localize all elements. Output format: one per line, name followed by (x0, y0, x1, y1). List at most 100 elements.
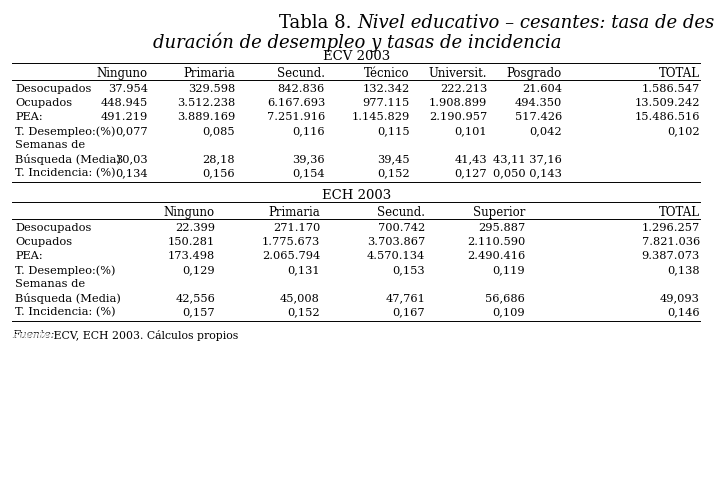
Text: 222.213: 222.213 (440, 84, 487, 94)
Text: 0,156: 0,156 (202, 168, 235, 178)
Text: Primaria: Primaria (268, 205, 320, 219)
Text: ECH 2003: ECH 2003 (323, 189, 391, 202)
Text: Fuente: ECV, ECH 2003. Cálculos propios: Fuente: ECV, ECH 2003. Cálculos propios (12, 329, 243, 340)
Text: 0,042: 0,042 (529, 126, 562, 136)
Text: Búsqueda (Media): Búsqueda (Media) (15, 292, 121, 304)
Text: 0,167: 0,167 (393, 306, 425, 316)
Text: 13.509.242: 13.509.242 (635, 98, 700, 108)
Text: 2.065.794: 2.065.794 (262, 250, 320, 261)
Text: PEA:: PEA: (15, 250, 43, 261)
Text: 37.954: 37.954 (108, 84, 148, 94)
Text: 56,686: 56,686 (485, 292, 525, 303)
Text: 1.908.899: 1.908.899 (428, 98, 487, 108)
Text: 0,119: 0,119 (493, 264, 525, 274)
Text: 0,131: 0,131 (287, 264, 320, 274)
Text: 0,157: 0,157 (182, 306, 215, 316)
Text: 1.296.257: 1.296.257 (642, 223, 700, 232)
Text: 3.703.867: 3.703.867 (367, 237, 425, 246)
Text: Desocupados: Desocupados (15, 84, 91, 94)
Text: 173.498: 173.498 (168, 250, 215, 261)
Text: Búsqueda (Media): Búsqueda (Media) (15, 154, 121, 164)
Text: 0,146: 0,146 (668, 306, 700, 316)
Text: 491.219: 491.219 (101, 112, 148, 122)
Text: 0,134: 0,134 (116, 168, 148, 178)
Text: 517.426: 517.426 (515, 112, 562, 122)
Text: Secund.: Secund. (277, 67, 325, 80)
Text: 448.945: 448.945 (101, 98, 148, 108)
Text: 1.775.673: 1.775.673 (262, 237, 320, 246)
Text: Superior: Superior (473, 205, 525, 219)
Text: T. Incidencia: (%): T. Incidencia: (%) (15, 168, 116, 178)
Text: 0,050 0,143: 0,050 0,143 (493, 168, 562, 178)
Text: 329.598: 329.598 (188, 84, 235, 94)
Text: 0,154: 0,154 (292, 168, 325, 178)
Text: TOTAL: TOTAL (659, 67, 700, 80)
Text: 494.350: 494.350 (515, 98, 562, 108)
Text: Tabla 8.: Tabla 8. (278, 14, 357, 32)
Text: 150.281: 150.281 (168, 237, 215, 246)
Text: Ninguno: Ninguno (97, 67, 148, 80)
Text: 0,109: 0,109 (493, 306, 525, 316)
Text: 0,153: 0,153 (393, 264, 425, 274)
Text: 0,152: 0,152 (287, 306, 320, 316)
Text: 21.604: 21.604 (522, 84, 562, 94)
Text: 842.836: 842.836 (278, 84, 325, 94)
Text: Universit.: Universit. (428, 67, 487, 80)
Text: 47,761: 47,761 (385, 292, 425, 303)
Text: 0,077: 0,077 (116, 126, 148, 136)
Text: 22.399: 22.399 (175, 223, 215, 232)
Text: 45,008: 45,008 (280, 292, 320, 303)
Text: 6.167.693: 6.167.693 (267, 98, 325, 108)
Text: Desocupados: Desocupados (15, 223, 91, 232)
Text: T. Desempleo:(%): T. Desempleo:(%) (15, 264, 116, 275)
Text: 2.110.590: 2.110.590 (467, 237, 525, 246)
Text: 43,11 37,16: 43,11 37,16 (493, 154, 562, 163)
Text: 30,03: 30,03 (116, 154, 148, 163)
Text: 0,129: 0,129 (182, 264, 215, 274)
Text: 39,36: 39,36 (292, 154, 325, 163)
Text: 3.889.169: 3.889.169 (177, 112, 235, 122)
Text: 0,138: 0,138 (668, 264, 700, 274)
Text: PEA:: PEA: (15, 112, 43, 122)
Text: 700.742: 700.742 (378, 223, 425, 232)
Text: Semanas de: Semanas de (15, 140, 85, 150)
Text: TOTAL: TOTAL (659, 205, 700, 219)
Text: 42,556: 42,556 (175, 292, 215, 303)
Text: 0,152: 0,152 (378, 168, 410, 178)
Text: Secund.: Secund. (377, 205, 425, 219)
Text: 39,45: 39,45 (378, 154, 410, 163)
Text: 1.145.829: 1.145.829 (352, 112, 410, 122)
Text: 2.490.416: 2.490.416 (467, 250, 525, 261)
Text: 15.486.516: 15.486.516 (635, 112, 700, 122)
Text: Ninguno: Ninguno (164, 205, 215, 219)
Text: Técnico: Técnico (364, 67, 410, 80)
Text: 49,093: 49,093 (660, 292, 700, 303)
Text: Posgrado: Posgrado (507, 67, 562, 80)
Text: 0,115: 0,115 (378, 126, 410, 136)
Text: 0,101: 0,101 (454, 126, 487, 136)
Text: 0,102: 0,102 (668, 126, 700, 136)
Text: 1.586.547: 1.586.547 (642, 84, 700, 94)
Text: 9.387.073: 9.387.073 (642, 250, 700, 261)
Text: 977.115: 977.115 (363, 98, 410, 108)
Text: ECV 2003: ECV 2003 (323, 50, 391, 63)
Text: 0,085: 0,085 (202, 126, 235, 136)
Text: 4.570.134: 4.570.134 (367, 250, 425, 261)
Text: 132.342: 132.342 (363, 84, 410, 94)
Text: 41,43: 41,43 (454, 154, 487, 163)
Text: 7.821.036: 7.821.036 (642, 237, 700, 246)
Text: 0,116: 0,116 (292, 126, 325, 136)
Text: Ocupados: Ocupados (15, 98, 72, 108)
Text: 2.190.957: 2.190.957 (428, 112, 487, 122)
Text: 28,18: 28,18 (202, 154, 235, 163)
Text: 7.251.916: 7.251.916 (267, 112, 325, 122)
Text: duración de desempleo y tasas de incidencia: duración de desempleo y tasas de inciden… (153, 32, 561, 51)
Text: ECV, ECH 2003. Cálculos propios: ECV, ECH 2003. Cálculos propios (50, 329, 238, 340)
Text: Semanas de: Semanas de (15, 279, 85, 288)
Text: 3.512.238: 3.512.238 (177, 98, 235, 108)
Text: T. Desempleo:(%): T. Desempleo:(%) (15, 126, 116, 136)
Text: 295.887: 295.887 (478, 223, 525, 232)
Text: 0,127: 0,127 (454, 168, 487, 178)
Text: Primaria: Primaria (183, 67, 235, 80)
Text: Nivel educativo – cesantes: tasa de desempleo,: Nivel educativo – cesantes: tasa de dese… (357, 14, 714, 32)
